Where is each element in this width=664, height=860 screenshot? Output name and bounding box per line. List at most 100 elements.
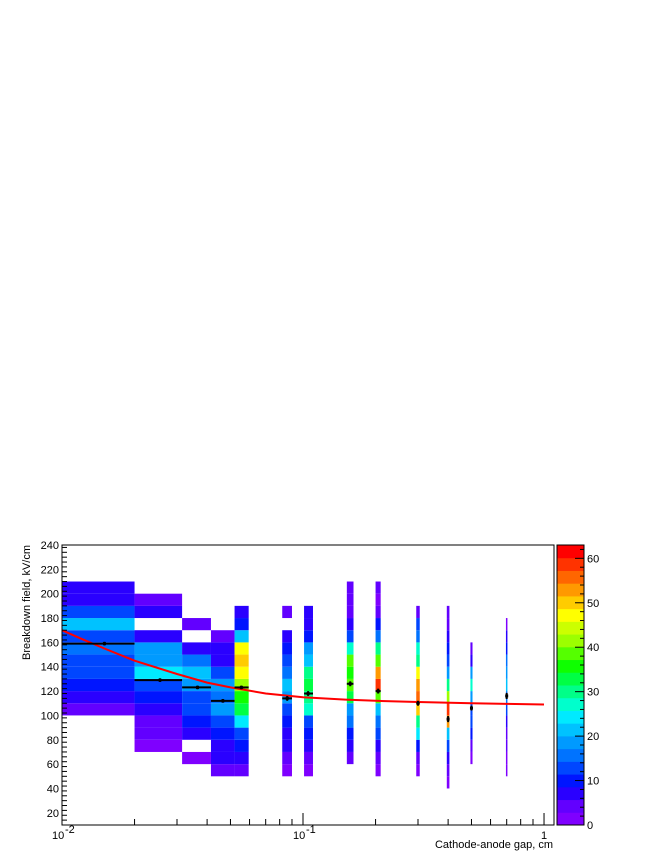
- colorbar-tick-label: 0: [587, 820, 593, 832]
- heatmap-cell: [62, 691, 135, 704]
- heatmap-cell: [134, 739, 183, 752]
- colorbar-segment: [557, 583, 584, 597]
- profile-point: [469, 706, 473, 710]
- heatmap-cell: [446, 691, 450, 704]
- heatmap-cell: [134, 678, 183, 692]
- colorbar-frame: [556, 544, 585, 826]
- profile-point: [306, 692, 310, 696]
- heatmap-cell: [446, 739, 450, 752]
- heatmap-cell: [234, 618, 249, 631]
- colorbar-tick-label: 40: [587, 642, 599, 654]
- heatmap-cell: [375, 691, 381, 704]
- heatmap-cell: [234, 654, 249, 667]
- heatmap-cell: [304, 618, 313, 631]
- heatmap-cell: [416, 691, 420, 704]
- heatmap-cell: [505, 727, 508, 740]
- heatmap-cell: [304, 764, 313, 777]
- profile-point: [158, 678, 162, 682]
- heatmap-cell: [304, 751, 313, 765]
- heatmap-cell: [470, 666, 473, 679]
- heatmap-cell: [234, 751, 249, 765]
- fit-curve-line: [61, 629, 545, 706]
- heatmap-cell: [210, 751, 235, 765]
- heatmap-cell: [134, 654, 183, 667]
- heatmap-cell: [210, 642, 235, 655]
- heatmap-cell: [416, 666, 420, 679]
- heatmap-cell: [505, 630, 508, 643]
- colorbar-segment: [557, 621, 584, 635]
- heatmap-cell: [416, 703, 420, 716]
- colorbar-segment: [557, 570, 584, 584]
- y-tick-label: 120: [41, 686, 59, 698]
- fit-curve-layer: [61, 629, 545, 706]
- colorbar-tick-label: 50: [587, 598, 599, 610]
- heatmap-cell: [210, 703, 235, 716]
- profile-point: [348, 682, 352, 686]
- heatmap-cell: [446, 678, 450, 692]
- heatmap-cell: [234, 739, 249, 752]
- profile-point: [285, 696, 289, 700]
- heatmap-cell: [282, 751, 292, 765]
- profile-point: [239, 685, 243, 689]
- heatmap-cell: [282, 654, 292, 667]
- heatmap-cell: [446, 642, 450, 655]
- heatmap-cell: [134, 605, 183, 619]
- heatmap-cell: [446, 727, 450, 740]
- heatmap-cell: [182, 691, 211, 704]
- x-tick-label: 10 -1: [293, 824, 316, 842]
- heatmap-cell: [416, 678, 420, 692]
- y-tick-label: 140: [41, 662, 59, 674]
- heatmap-cell: [304, 727, 313, 740]
- heatmap-cell: [210, 764, 235, 777]
- heatmap-cell: [375, 605, 381, 619]
- heatmap-cell: [375, 642, 381, 655]
- heatmap-cell: [375, 581, 381, 594]
- heatmap-cell: [134, 727, 183, 740]
- heatmap-cell: [416, 630, 420, 643]
- heatmap-cell: [346, 593, 354, 606]
- y-tick-label: 200: [41, 589, 59, 601]
- heatmap-cell: [416, 751, 420, 765]
- heatmap-cell: [282, 605, 292, 619]
- colorbar-segment: [557, 799, 584, 813]
- colorbar-segment: [557, 774, 584, 788]
- heatmap-cell: [182, 715, 211, 728]
- heatmap-cell: [282, 666, 292, 679]
- x-tick-base: 10: [293, 830, 305, 842]
- heatmap-cell: [304, 654, 313, 667]
- heatmap-cell: [304, 703, 313, 716]
- heatmap-cell: [446, 605, 450, 619]
- profile-point: [446, 717, 450, 721]
- heatmap-cell: [375, 666, 381, 679]
- colorbar-tick-label: 60: [587, 553, 599, 565]
- heatmap-cell: [210, 630, 235, 643]
- profile-point: [505, 694, 509, 698]
- heatmap-cell: [62, 630, 135, 643]
- colorbar-segment: [557, 761, 584, 775]
- heatmap-cell: [234, 691, 249, 704]
- x-tick-base: 10: [52, 830, 64, 842]
- heatmap-cell: [282, 703, 292, 716]
- heatmap-cell: [234, 642, 249, 655]
- heatmap-cell: [134, 593, 183, 606]
- heatmap-cell: [182, 618, 211, 631]
- heatmap-cell: [282, 764, 292, 777]
- heatmap-cell: [470, 751, 473, 765]
- y-tick-label: 60: [47, 759, 59, 771]
- y-tick-label: 80: [47, 735, 59, 747]
- heatmap-cell: [346, 654, 354, 667]
- heatmap-cell: [346, 642, 354, 655]
- heatmap-cell: [346, 751, 354, 765]
- y-tick-label: 40: [47, 783, 59, 795]
- colorbar-tick-label: 20: [587, 731, 599, 743]
- colorbar-segment: [557, 735, 584, 750]
- heatmap-cell: [304, 715, 313, 728]
- heatmap-cell: [282, 630, 292, 643]
- heatmap-cell: [446, 654, 450, 667]
- colorbar-segment: [557, 557, 584, 571]
- colorbar-segment: [557, 646, 584, 661]
- heatmap-cell: [62, 581, 135, 594]
